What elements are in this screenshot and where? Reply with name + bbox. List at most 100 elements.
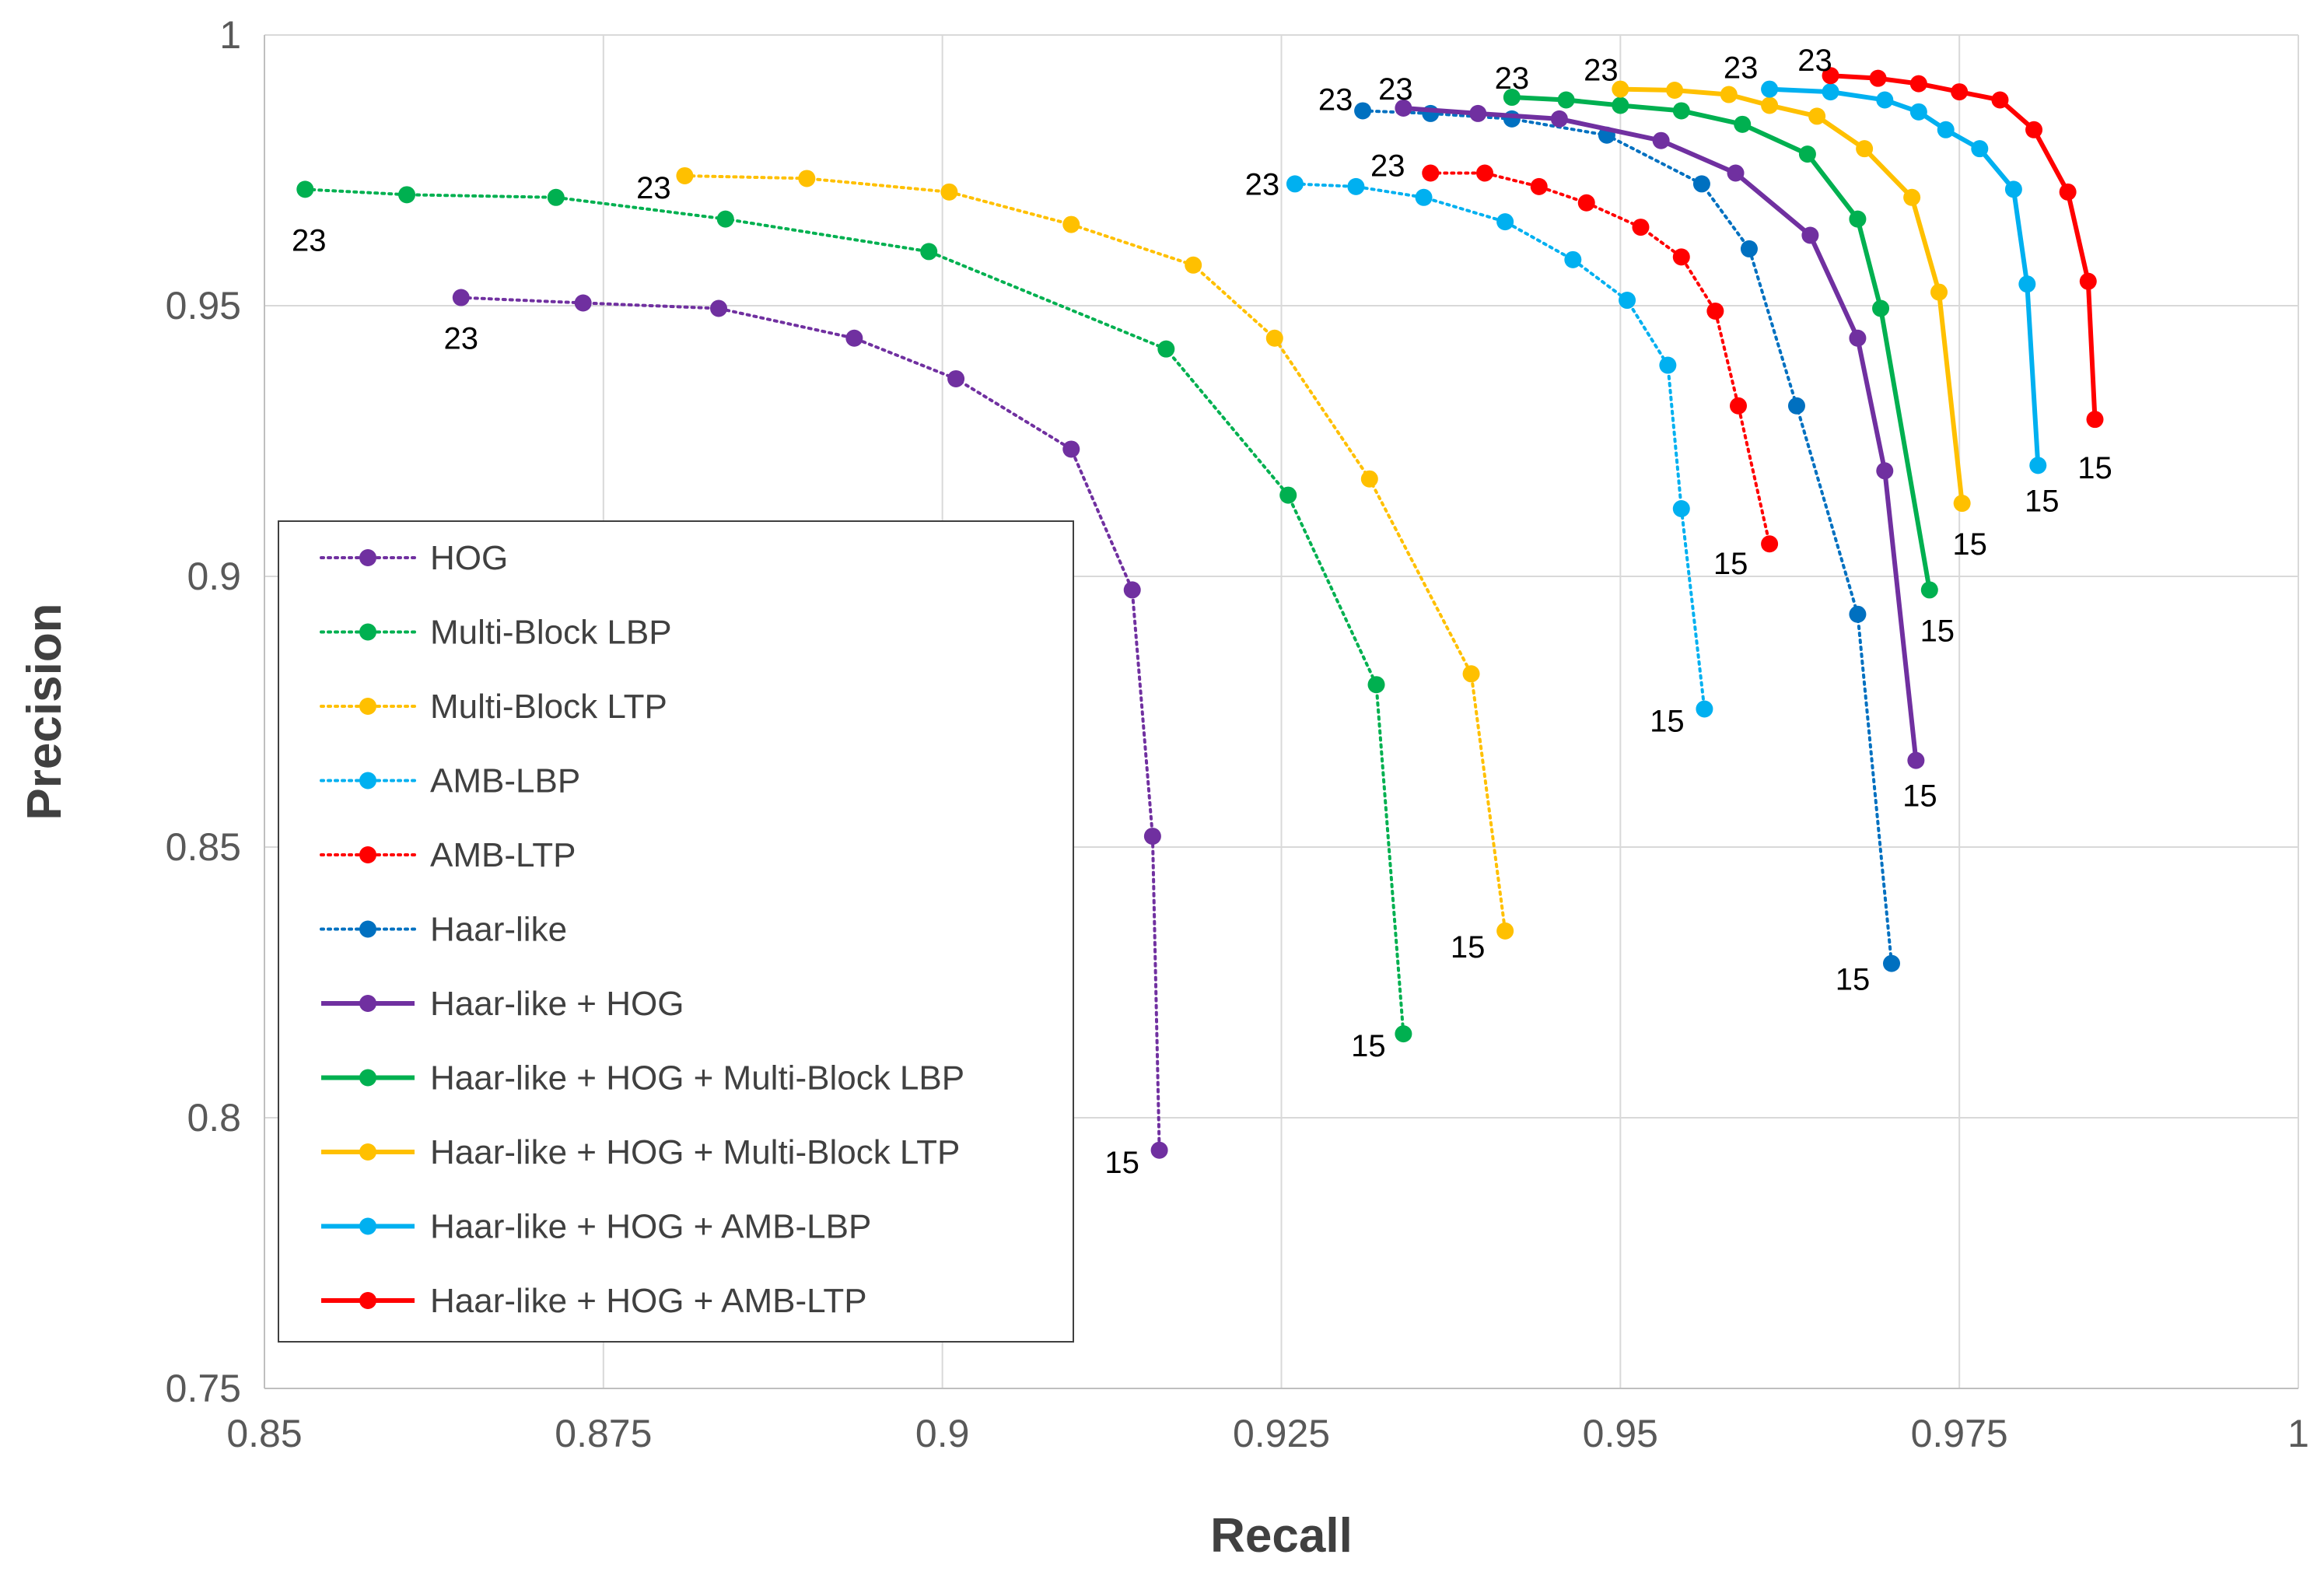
- data-point: [1415, 188, 1433, 206]
- data-point: [1849, 329, 1867, 347]
- legend-entry-haar-like-hog: Haar-like + HOG: [321, 985, 684, 1023]
- end-point-label: 15: [1836, 963, 1871, 997]
- data-point: [1462, 665, 1480, 683]
- data-point: [798, 170, 816, 187]
- data-point: [1672, 500, 1690, 517]
- data-point: [1496, 922, 1514, 940]
- end-point-label: 15: [1650, 705, 1685, 739]
- legend-marker: [359, 772, 376, 790]
- legend-label: HOG: [430, 539, 508, 577]
- data-point: [1395, 1025, 1412, 1043]
- start-point-label: 23: [444, 322, 479, 356]
- legend-entry-haar-like-hog-multi-block-lbp: Haar-like + HOG + Multi-Block LBP: [321, 1059, 964, 1098]
- end-point-label: 15: [1952, 527, 1987, 562]
- data-point: [1869, 69, 1887, 87]
- legend-marker: [359, 623, 376, 641]
- data-point: [1971, 140, 1989, 158]
- legend-marker: [359, 1292, 376, 1309]
- end-point-label: 15: [2077, 451, 2112, 485]
- x-tick-label: 0.95: [1583, 1412, 1658, 1455]
- series-amb-ltp: [1422, 164, 1779, 553]
- end-point-label: 15: [1351, 1029, 1386, 1063]
- series-line: [1830, 73, 2098, 420]
- data-point: [1564, 250, 1582, 268]
- series-layer: [296, 67, 2104, 1159]
- series-hog: [452, 289, 1168, 1159]
- legend-label: Haar-like + HOG + AMB-LTP: [430, 1282, 867, 1320]
- end-point-label: 15: [1451, 930, 1486, 965]
- series-haar-like-hog-multi-block-lbp: [1503, 89, 1938, 599]
- data-point: [1367, 676, 1385, 694]
- data-point: [2029, 457, 2047, 474]
- data-point: [1157, 340, 1175, 358]
- data-point: [1550, 110, 1568, 128]
- legend: HOG Multi-Block LBP Multi-Block LTP AMB-LBP…: [278, 520, 1074, 1343]
- data-point: [1706, 302, 1724, 320]
- data-point: [1354, 102, 1372, 120]
- data-point: [1740, 240, 1758, 257]
- data-point: [1822, 67, 1839, 85]
- legend-label: Haar-like + HOG: [430, 985, 684, 1023]
- data-point: [1577, 194, 1595, 212]
- start-point-label: 23: [1370, 149, 1405, 183]
- data-point: [1872, 299, 1890, 317]
- data-point: [1909, 103, 1927, 121]
- start-point-label: 23: [1245, 167, 1280, 201]
- series-line: [1620, 86, 1965, 504]
- legend-entry-haar-like-hog-amb-ltp: Haar-like + HOG + AMB-LTP: [321, 1282, 867, 1320]
- data-point: [1876, 91, 1894, 109]
- data-point: [2086, 411, 2104, 429]
- start-point-label: 23: [1495, 61, 1530, 96]
- x-tick-label: 0.85: [226, 1412, 302, 1455]
- axes: Recall Precision 0.75 0.8 0.85 0.9 0.95 1 0.85…: [18, 13, 2309, 1563]
- data-point: [1469, 104, 1487, 122]
- data-point: [1991, 91, 2009, 109]
- data-point: [1849, 210, 1867, 228]
- data-point: [2079, 272, 2097, 290]
- data-point: [1503, 89, 1521, 107]
- legend-marker: [359, 1143, 376, 1161]
- legend-marker: [359, 1069, 376, 1087]
- data-point: [1856, 140, 1874, 158]
- series-haar-like-hog-amb-ltp: [1822, 67, 2104, 429]
- data-point: [1279, 486, 1297, 504]
- start-point-label: 23: [1584, 54, 1619, 88]
- series-line: [1769, 86, 2041, 466]
- data-point: [1951, 83, 1969, 101]
- start-point-label: 23: [1318, 82, 1353, 117]
- data-point: [1123, 581, 1141, 599]
- data-point: [920, 243, 938, 261]
- data-point: [1761, 80, 1779, 98]
- end-point-label: 15: [2025, 484, 2060, 518]
- data-point: [1659, 356, 1677, 374]
- data-point: [1265, 329, 1283, 347]
- x-tick-label: 1: [2287, 1412, 2309, 1455]
- data-point: [1360, 470, 1378, 488]
- start-point-label: 23: [1724, 51, 1759, 86]
- data-point: [940, 183, 958, 201]
- legend-marker: [359, 549, 376, 566]
- series-line: [1511, 95, 1932, 590]
- legend-label: AMB-LTP: [430, 836, 576, 874]
- legend-label: Multi-Block LBP: [430, 614, 672, 652]
- x-tick-label: 0.925: [1233, 1412, 1330, 1455]
- data-point: [1876, 462, 1894, 480]
- data-point: [1930, 283, 1948, 301]
- data-point: [296, 180, 314, 198]
- y-tick-label: 1: [219, 13, 241, 57]
- data-point: [1761, 96, 1779, 114]
- data-point: [1530, 177, 1548, 195]
- data-point: [1143, 828, 1161, 846]
- legend-label: AMB-LBP: [430, 762, 580, 800]
- legend-marker: [359, 846, 376, 863]
- data-point: [1062, 440, 1080, 458]
- data-point: [1557, 91, 1575, 109]
- data-point: [1619, 292, 1636, 310]
- legend-entry-haar-like: Haar-like: [320, 911, 567, 949]
- legend-marker: [359, 698, 376, 715]
- x-axis-title: Recall: [1210, 1509, 1353, 1563]
- x-tick-label: 0.875: [555, 1412, 652, 1455]
- data-point: [1907, 751, 1925, 769]
- series-multi-block-ltp: [676, 166, 1514, 940]
